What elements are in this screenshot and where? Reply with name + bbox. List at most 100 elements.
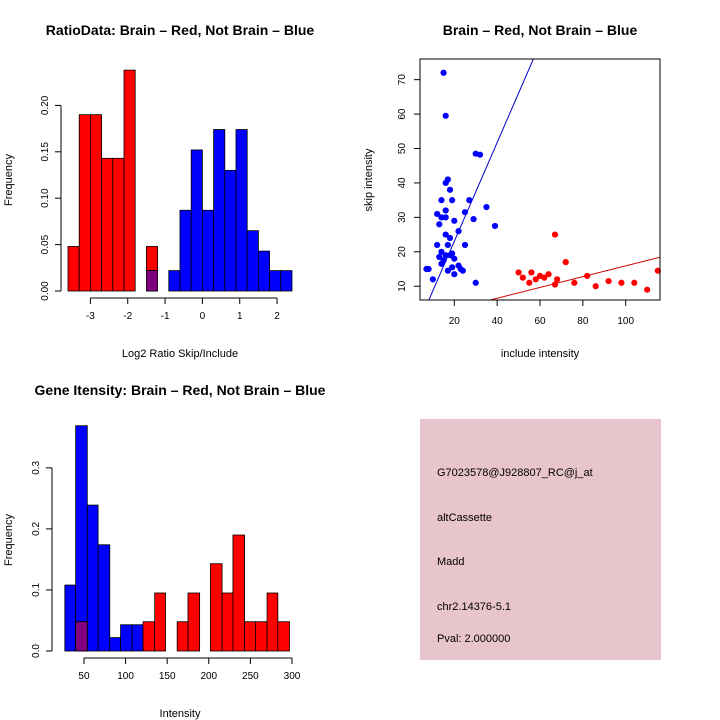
scatter-point-not-brain <box>442 214 449 221</box>
hist-bar-brain <box>254 621 268 652</box>
scatter-point-brain <box>605 277 612 285</box>
fit-line-not-brain-fit <box>428 59 534 300</box>
x-tick-label: 20 <box>449 316 461 327</box>
hist-bar-overlap <box>145 270 158 292</box>
x-tick-label: 300 <box>284 671 301 682</box>
x-tick-label: 2 <box>274 311 280 322</box>
hist-bar-brain <box>176 621 189 652</box>
x-tick-label: -3 <box>86 311 95 322</box>
hist-bar-not-brain <box>97 544 111 652</box>
scatter-point-not-brain <box>434 241 441 249</box>
hist-bar-not-brain <box>109 637 121 652</box>
y-tick-label: 0.3 <box>31 460 42 474</box>
scatter-point-not-brain <box>446 252 454 259</box>
hist-bar-brain <box>232 534 245 652</box>
y-tick-label: 0.2 <box>31 522 42 536</box>
x-tick-label: 200 <box>200 671 217 682</box>
scatter-point-brain <box>631 279 638 286</box>
hist-bar-brain <box>90 114 103 292</box>
hist-bar-not-brain <box>131 624 144 652</box>
scatter-title: Brain – Red, Not Brain – Blue <box>443 22 638 38</box>
hist-bar-not-brain <box>213 129 226 292</box>
location-text: chr2.14376-5.1 <box>437 601 511 613</box>
scatter-point-brain <box>519 274 526 281</box>
x-tick-label: 100 <box>117 671 134 682</box>
scatter-point-not-brain <box>438 214 445 221</box>
scatter-point-brain <box>654 267 661 274</box>
scatter-point-brain <box>551 231 559 238</box>
scatter-point-not-brain <box>442 207 449 214</box>
y-tick-label: 50 <box>397 143 408 155</box>
scatter-point-not-brain <box>491 222 499 230</box>
hist-bar-brain <box>277 621 290 652</box>
gene-intensity-title: Gene Itensity: Brain – Red, Not Brain – … <box>35 382 326 398</box>
hist-bar-brain <box>123 69 136 292</box>
y-tick-label: 40 <box>397 177 408 189</box>
scatter-point-brain <box>528 269 535 276</box>
scatter-point-brain <box>545 271 552 278</box>
event-type-text: altCassette <box>437 512 492 524</box>
hist-bar-brain <box>221 592 234 652</box>
ratio-histogram-title: RatioData: Brain – Red, Not Brain – Blue <box>46 22 315 38</box>
scatter-point-not-brain <box>476 151 484 158</box>
hist-bar-not-brain <box>168 270 181 292</box>
hist-bar-not-brain <box>269 270 282 292</box>
hist-bar-brain <box>101 157 114 292</box>
hist-bar-not-brain <box>86 504 99 652</box>
scatter-point-brain <box>551 281 559 288</box>
hist-bar-brain <box>67 246 80 292</box>
y-tick-label: 70 <box>397 74 408 86</box>
scatter-point-not-brain <box>434 210 441 218</box>
scatter-point-brain <box>541 274 548 281</box>
x-tick-label: 40 <box>492 316 504 327</box>
scatter-point-not-brain <box>444 267 451 274</box>
y-tick-label: 0.20 <box>40 95 51 115</box>
scatter-point-brain <box>526 279 533 286</box>
scatter-point-not-brain <box>451 255 458 262</box>
scatter-point-not-brain <box>438 197 445 204</box>
hist-bar-not-brain <box>201 209 214 292</box>
intensity-scatter-panel: Brain – Red, Not Brain – Blue include in… <box>363 22 661 360</box>
ratio-histogram-panel: RatioData: Brain – Red, Not Brain – Blue… <box>3 22 314 360</box>
scatter-point-not-brain <box>442 231 449 238</box>
hist-bar-brain <box>142 621 156 652</box>
ratio-histogram-xlabel: Log2 Ratio Skip/Include <box>122 348 238 360</box>
x-tick-label: 1 <box>237 311 243 322</box>
gene-intensity-ylabel: Frequency <box>3 514 15 566</box>
scatter-point-not-brain <box>449 197 456 204</box>
y-tick-label: 20 <box>397 246 408 258</box>
x-tick-label: 150 <box>159 671 176 682</box>
scatter-point-not-brain <box>429 276 436 283</box>
fit-line-brain-fit <box>488 256 660 300</box>
hist-bar-not-brain <box>224 169 237 292</box>
gene-intensity-xlabel: Intensity <box>160 708 201 720</box>
scatter-point-not-brain <box>451 271 458 278</box>
probe-id-text: G7023578@J928807_RC@j_at <box>437 467 593 479</box>
scatter-point-not-brain <box>451 217 458 224</box>
x-tick-label: 60 <box>534 316 546 327</box>
y-tick-label: 30 <box>397 211 408 223</box>
y-tick-label: 0.0 <box>31 644 42 658</box>
hist-bar-brain <box>112 157 125 292</box>
scatter-point-brain <box>644 286 651 293</box>
hist-bar-not-brain <box>235 129 248 292</box>
scatter-point-not-brain <box>472 279 479 286</box>
hist-bar-not-brain <box>64 584 77 652</box>
scatter-point-not-brain <box>440 69 447 76</box>
scatter-point-not-brain <box>423 265 430 273</box>
x-tick-label: -1 <box>161 311 170 322</box>
x-tick-label: -2 <box>123 311 132 322</box>
hist-bar-not-brain <box>246 230 259 292</box>
scatter-point-not-brain <box>436 221 443 228</box>
hist-bar-not-brain <box>280 270 293 292</box>
scatter-point-not-brain <box>461 209 469 216</box>
hist-bar-brain <box>154 592 166 652</box>
info-panel: G7023578@J928807_RC@j_at altCassette Mad… <box>420 419 661 660</box>
info-panel-background <box>420 419 661 660</box>
scatter-point-brain <box>562 259 569 266</box>
scatter-point-brain <box>515 269 522 276</box>
hist-bar-brain <box>244 621 256 652</box>
scatter-point-not-brain <box>459 267 466 274</box>
y-tick-label: 10 <box>397 280 408 292</box>
